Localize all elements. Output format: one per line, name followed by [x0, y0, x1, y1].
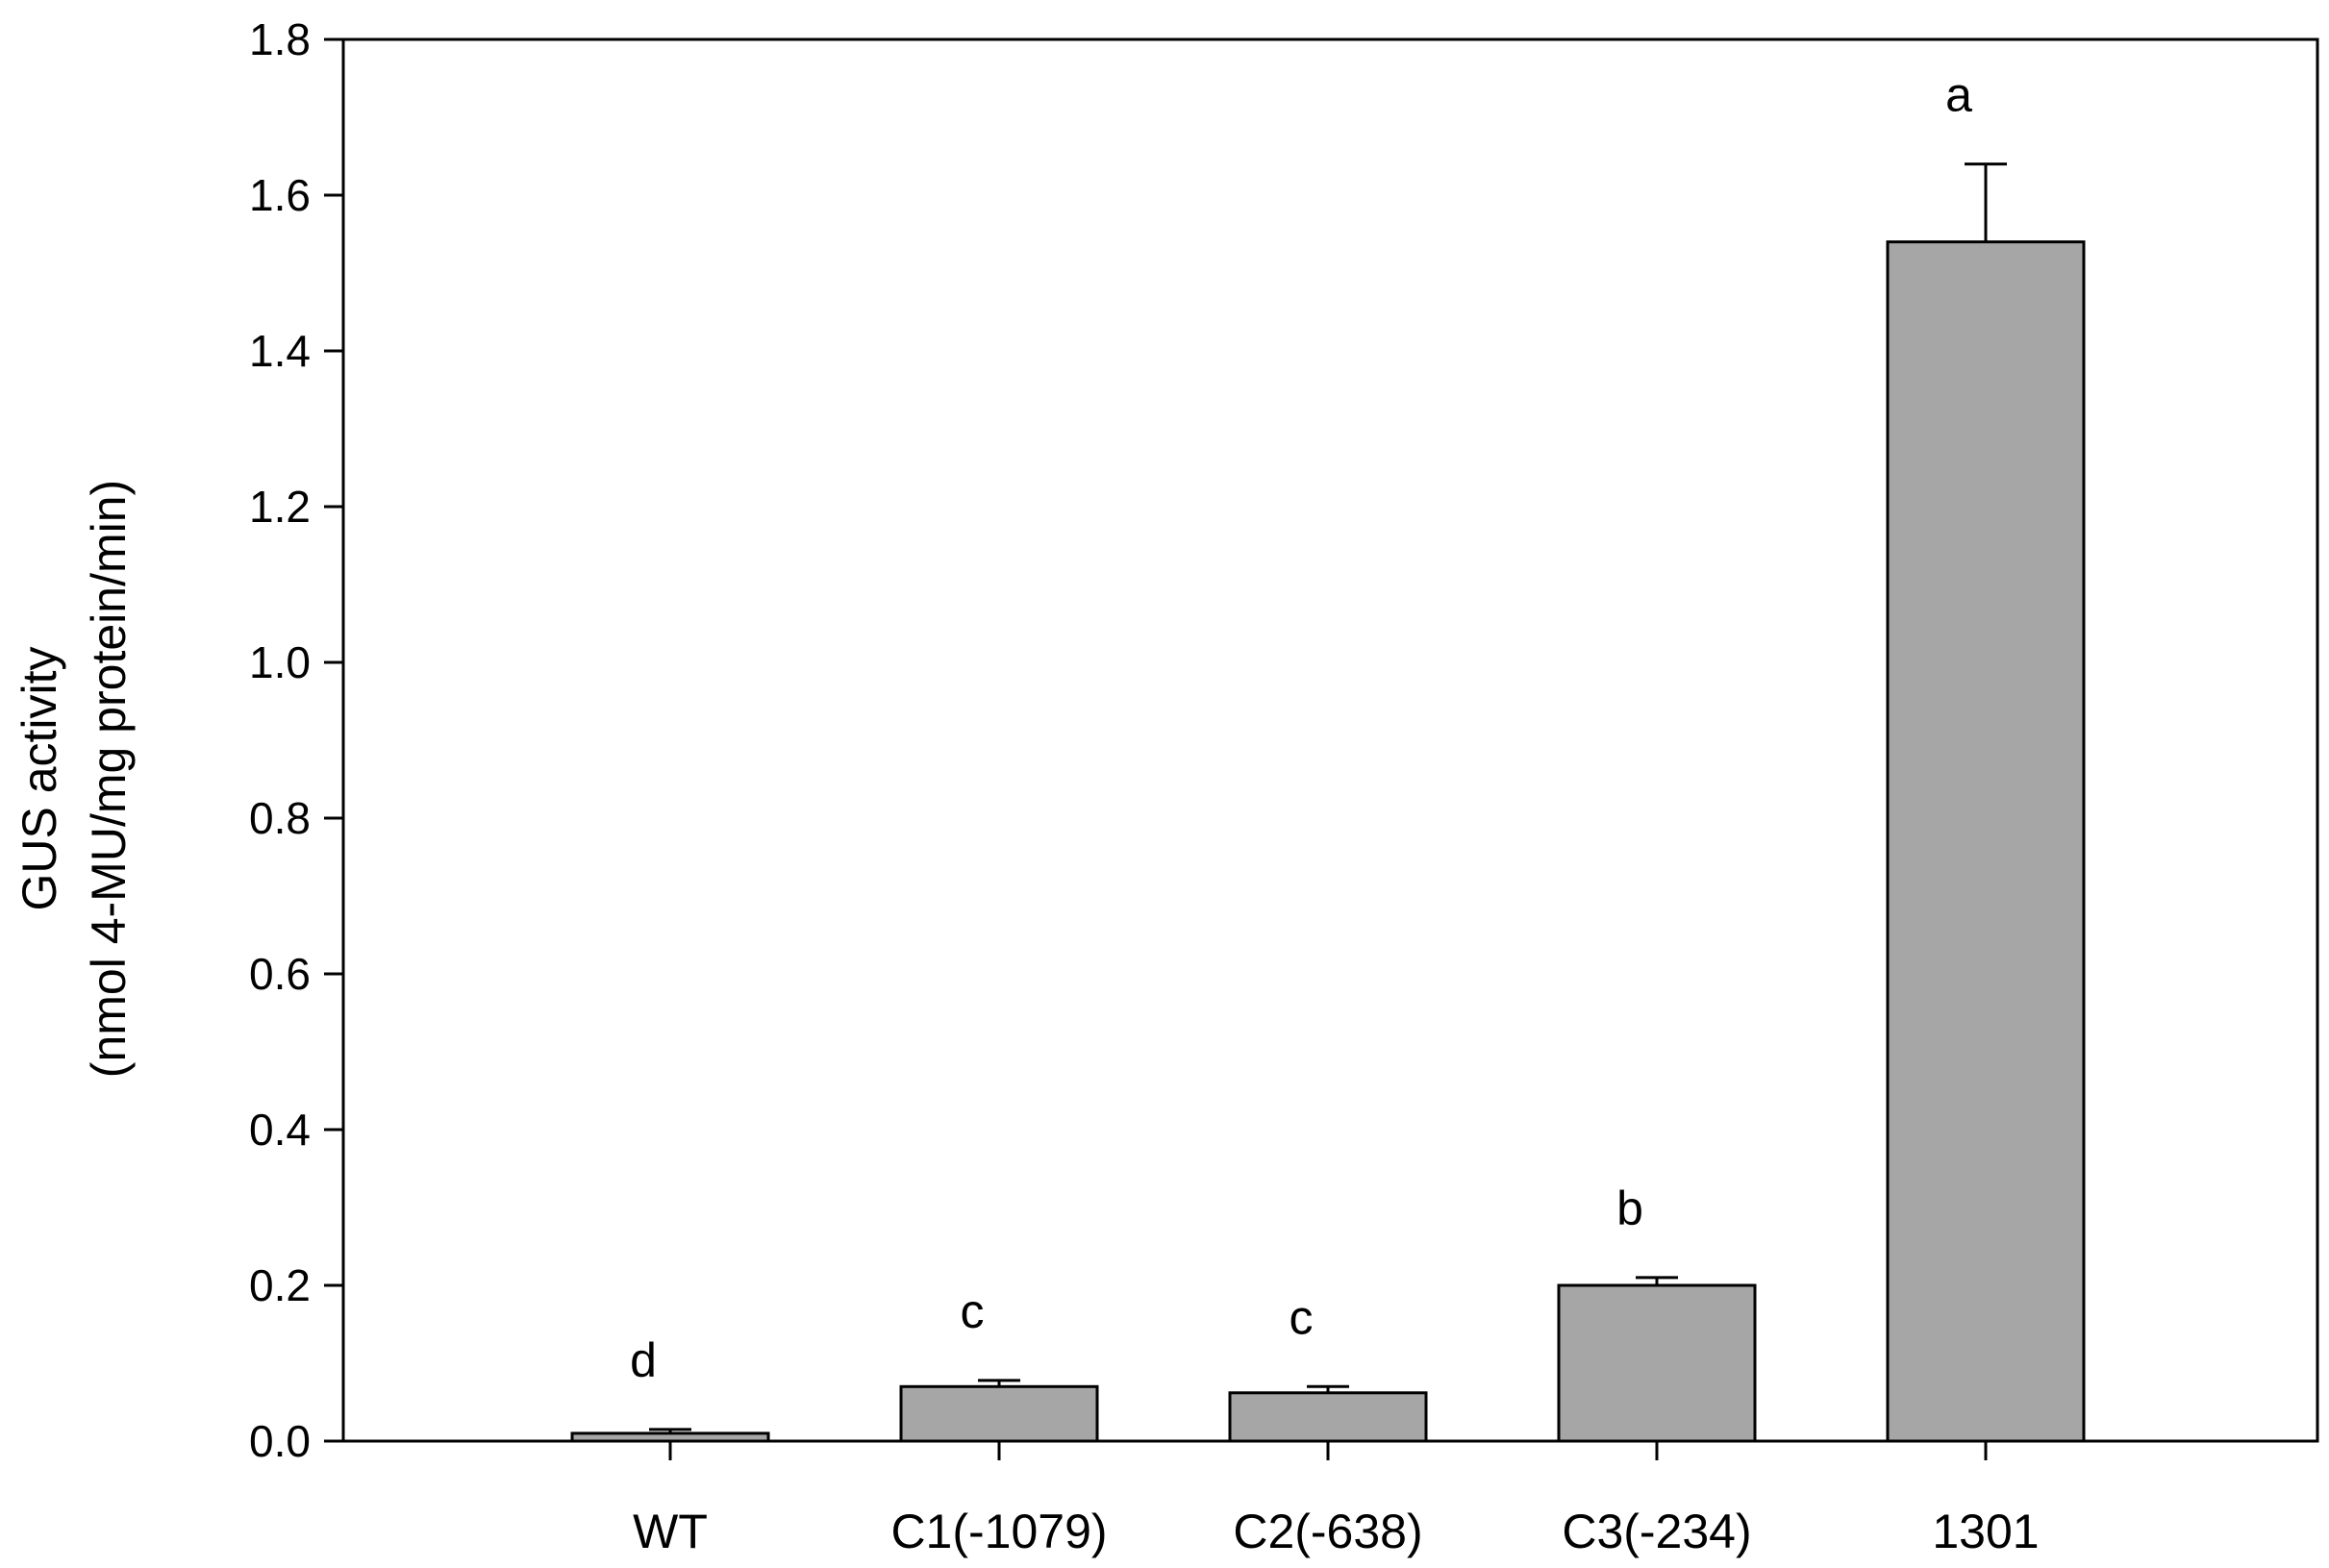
y-tick-label: 1.4	[249, 326, 311, 376]
x-tick-label: WT	[633, 1505, 708, 1558]
y-tick-label: 0.4	[249, 1105, 311, 1155]
x-tick-label: C3(-234)	[1562, 1505, 1751, 1558]
x-tick-label: C2(-638)	[1233, 1505, 1422, 1558]
plot-frame	[341, 37, 2319, 1443]
y-axis-label-line2: (nmol 4-MU/mg protein/min)	[82, 480, 136, 1078]
y-tick-label: 0.0	[249, 1416, 311, 1466]
y-tick-label: 0.2	[249, 1260, 311, 1310]
y-tick-label: 1.0	[249, 637, 311, 687]
x-tick-label: 1301	[1932, 1505, 2039, 1558]
y-axis-label-line1: GUS activity	[13, 646, 66, 910]
bar	[1557, 1283, 1757, 1443]
y-tick-label: 1.8	[249, 14, 311, 64]
y-tick-label: 1.2	[249, 482, 311, 532]
bar	[1228, 1391, 1428, 1443]
y-axis-label: GUS activity (nmol 4-MU/mg protein/min)	[13, 480, 136, 1078]
x-axis: WT C1(-1079) C2(-638) C3(-234) 1301	[633, 1441, 2040, 1558]
y-tick-label: 1.6	[249, 170, 311, 220]
significance-letter: c	[961, 1284, 985, 1338]
y-axis: 0.0 0.2 0.4 0.6 0.8 1.0 1.2 1.4 1.6 1.8	[249, 14, 343, 1466]
bars: d c c b a	[570, 68, 2086, 1443]
significance-letter: d	[630, 1333, 657, 1387]
significance-letter: c	[1290, 1290, 1314, 1344]
x-tick-label: C1(-1079)	[890, 1505, 1107, 1558]
bar	[899, 1384, 1099, 1443]
y-tick-label: 0.6	[249, 949, 311, 999]
bar	[1886, 240, 2086, 1443]
significance-letter: a	[1945, 68, 1972, 122]
significance-letter: b	[1616, 1182, 1643, 1235]
y-tick-label: 0.8	[249, 793, 311, 843]
